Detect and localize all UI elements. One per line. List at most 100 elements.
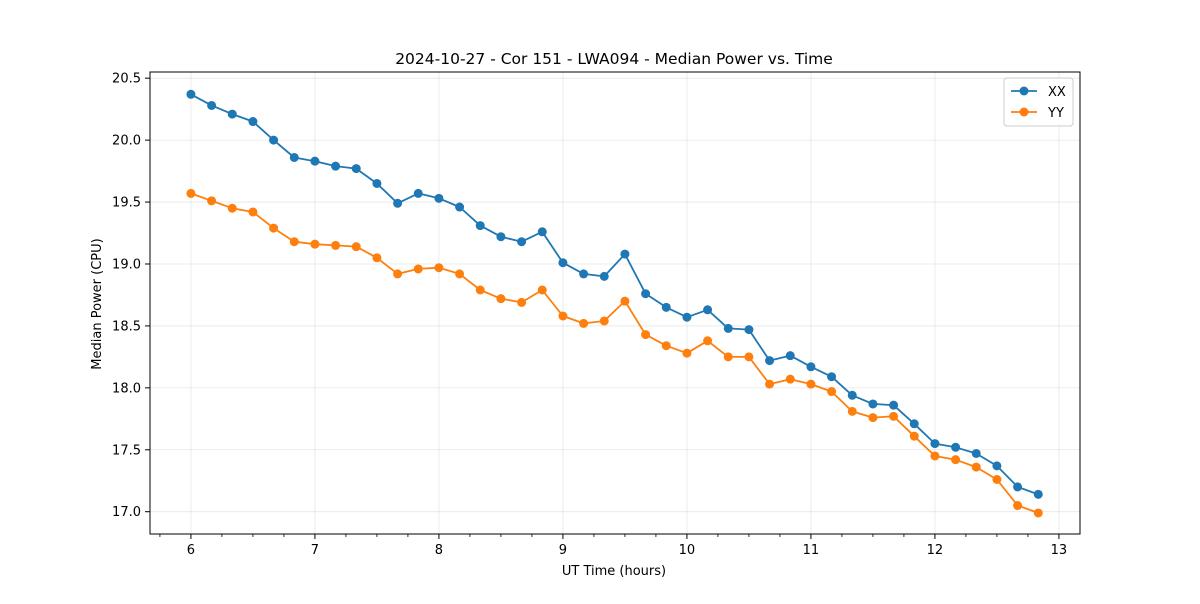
data-point-yy <box>785 374 795 384</box>
data-point-xx <box>269 135 279 145</box>
y-tick-label: 20.0 <box>112 134 141 149</box>
series-yy <box>186 188 1043 518</box>
data-point-yy <box>269 223 279 233</box>
data-point-yy <box>207 196 217 206</box>
data-point-yy <box>1013 501 1023 511</box>
data-point-yy <box>248 207 258 217</box>
x-tick-label: 9 <box>559 543 567 558</box>
data-point-yy <box>455 269 465 279</box>
data-point-yy <box>703 336 713 346</box>
x-tick-label: 6 <box>187 543 195 558</box>
data-point-xx <box>413 188 423 198</box>
data-point-yy <box>661 341 671 351</box>
data-point-xx <box>289 152 299 162</box>
x-tick-label: 10 <box>679 543 696 558</box>
data-point-xx <box>951 442 961 452</box>
data-point-xx <box>393 198 403 208</box>
chart-title: 2024-10-27 - Cor 151 - LWA094 - Median P… <box>395 50 833 68</box>
data-point-yy <box>579 318 589 328</box>
data-point-yy <box>868 413 878 423</box>
data-point-yy <box>641 330 651 340</box>
legend-marker <box>1019 107 1029 117</box>
data-point-yy <box>558 311 568 321</box>
data-point-yy <box>765 379 775 389</box>
data-point-xx <box>641 289 651 299</box>
series-xx <box>186 89 1043 499</box>
legend-item-xx: XX <box>1011 85 1066 100</box>
data-point-yy <box>951 455 961 465</box>
axis-ticks: 6 7 8 9 10 11 12 13 17.0 17.5 18.0 18.5 19.0 19.5 20.0… <box>112 72 1067 558</box>
legend-label: XX <box>1048 85 1066 100</box>
x-tick-label: 11 <box>803 543 820 558</box>
data-point-yy <box>537 285 547 295</box>
data-point-yy <box>723 352 733 362</box>
y-tick-label: 17.5 <box>112 443 141 458</box>
data-point-xx <box>889 400 899 410</box>
data-point-yy <box>682 348 692 358</box>
data-point-yy <box>351 242 361 252</box>
data-point-xx <box>930 439 940 449</box>
data-point-xx <box>517 237 527 247</box>
data-point-yy <box>227 203 237 213</box>
data-point-xx <box>765 356 775 366</box>
y-tick-label: 18.5 <box>112 319 141 334</box>
data-point-xx <box>372 178 382 188</box>
data-point-yy <box>475 285 485 295</box>
data-point-xx <box>434 193 444 203</box>
data-point-yy <box>496 294 506 304</box>
x-tick-label: 12 <box>927 543 944 558</box>
grid-lines <box>150 72 1080 534</box>
data-point-xx <box>723 323 733 333</box>
data-point-yy <box>806 379 816 389</box>
y-tick-label: 19.0 <box>112 257 141 272</box>
data-point-yy <box>413 264 423 274</box>
data-point-xx <box>827 372 837 382</box>
data-point-xx <box>661 302 671 312</box>
y-axis-label: Median Power (CPU) <box>90 238 105 369</box>
data-point-yy <box>1033 508 1043 518</box>
data-point-xx <box>1033 489 1043 499</box>
data-point-yy <box>909 431 919 441</box>
data-point-xx <box>537 227 547 237</box>
data-point-xx <box>207 100 217 110</box>
data-point-xx <box>806 362 816 372</box>
data-point-yy <box>289 237 299 247</box>
data-point-xx <box>455 202 465 212</box>
x-tick-label: 8 <box>435 543 443 558</box>
data-point-xx <box>992 461 1002 471</box>
data-point-yy <box>517 297 527 307</box>
x-tick-label: 13 <box>1051 543 1068 558</box>
data-point-yy <box>889 411 899 421</box>
data-point-xx <box>186 89 196 99</box>
data-point-xx <box>971 448 981 458</box>
y-tick-label: 19.5 <box>112 196 141 211</box>
data-point-xx <box>1013 482 1023 492</box>
data-point-xx <box>579 269 589 279</box>
data-point-xx <box>744 325 754 335</box>
data-point-yy <box>599 316 609 326</box>
data-point-xx <box>351 164 361 174</box>
data-point-yy <box>620 296 630 306</box>
data-point-yy <box>310 239 320 249</box>
data-point-yy <box>744 352 754 362</box>
x-axis-label: UT Time (hours) <box>562 564 666 579</box>
data-point-xx <box>620 249 630 259</box>
data-point-yy <box>331 240 341 250</box>
data-point-yy <box>393 269 403 279</box>
data-point-xx <box>868 399 878 409</box>
legend-marker <box>1019 86 1029 96</box>
y-tick-label: 18.0 <box>112 381 141 396</box>
legend-item-yy: YY <box>1011 106 1064 121</box>
legend-label: YY <box>1047 106 1064 121</box>
data-point-xx <box>599 271 609 281</box>
data-point-xx <box>847 390 857 400</box>
data-point-xx <box>703 305 713 315</box>
plot-area-frame <box>149 71 1081 535</box>
data-point-yy <box>186 188 196 198</box>
data-point-yy <box>434 263 444 273</box>
data-series <box>186 89 1043 518</box>
data-point-xx <box>558 258 568 268</box>
data-point-yy <box>992 475 1002 485</box>
y-tick-label: 17.0 <box>112 505 141 520</box>
